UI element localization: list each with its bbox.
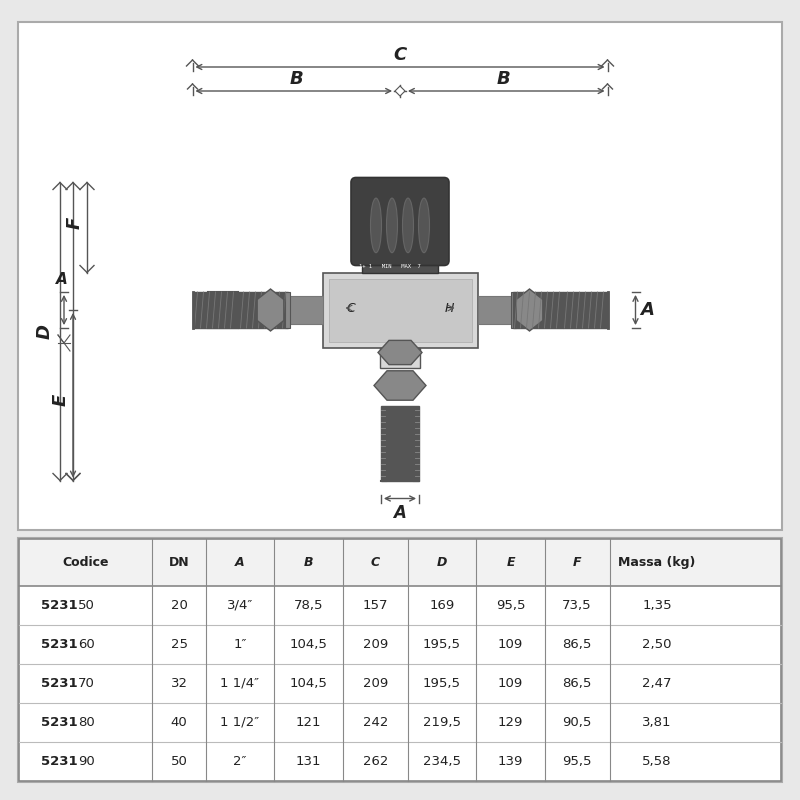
Text: 5231: 5231 [41,677,78,690]
Text: 109: 109 [498,677,523,690]
Text: 25: 25 [170,638,187,651]
Polygon shape [516,289,543,331]
Text: B: B [497,70,510,88]
Text: A: A [641,301,654,319]
Ellipse shape [386,198,398,253]
Text: A: A [394,503,406,522]
Text: 70: 70 [78,677,94,690]
Bar [193,292,238,328]
Text: E: E [506,556,514,569]
Text: 209: 209 [362,677,388,690]
Bar [18,538,782,782]
Text: 80: 80 [78,716,94,729]
Ellipse shape [370,198,382,253]
Text: 90,5: 90,5 [562,716,592,729]
Bar [381,406,419,481]
Text: 129: 129 [498,716,523,729]
Text: A: A [56,273,68,287]
Bar [329,278,471,342]
Polygon shape [374,370,426,400]
Bar [380,347,420,367]
Text: 169: 169 [430,599,454,612]
Text: D: D [437,556,447,569]
Bar [285,296,322,324]
Text: 157: 157 [362,599,388,612]
Bar [19,539,781,586]
Text: 104,5: 104,5 [290,638,327,651]
Text: 20: 20 [170,599,187,612]
Text: 32: 32 [170,677,187,690]
Text: Codice: Codice [62,556,109,569]
Text: 50: 50 [78,599,94,612]
Text: DN: DN [169,556,190,569]
Text: 219,5: 219,5 [423,716,461,729]
Text: C: C [394,46,406,64]
Text: B: B [304,556,314,569]
Text: 60: 60 [78,638,94,651]
Text: 5231: 5231 [41,599,78,612]
Text: 2,50: 2,50 [642,638,672,651]
Text: 209: 209 [362,638,388,651]
Text: Massa (kg): Massa (kg) [618,556,696,569]
Text: C: C [346,302,355,314]
Text: 131: 131 [296,755,322,768]
Polygon shape [388,351,412,363]
Text: 1 1/4″: 1 1/4″ [221,677,259,690]
Text: 5231: 5231 [41,638,78,651]
Bar [478,296,515,324]
Text: 86,5: 86,5 [562,677,592,690]
Text: 40: 40 [170,716,187,729]
Bar [18,22,782,530]
Ellipse shape [418,198,430,253]
Text: F: F [66,216,84,229]
Text: 95,5: 95,5 [562,755,592,768]
Text: 2″: 2″ [234,755,246,768]
Text: 195,5: 195,5 [423,677,461,690]
Text: 78,5: 78,5 [294,599,323,612]
Text: 104,5: 104,5 [290,677,327,690]
Text: 95,5: 95,5 [496,599,526,612]
Text: 195,5: 195,5 [423,638,461,651]
Text: C: C [370,556,380,569]
Text: 109: 109 [498,638,523,651]
Bar [513,292,562,328]
Ellipse shape [402,198,414,253]
Text: 1+ 1   MIN   MAX  7: 1+ 1 MIN MAX 7 [359,264,421,269]
Bar [362,261,438,273]
Text: E: E [52,394,70,406]
Text: 2,47: 2,47 [642,677,672,690]
Text: H: H [445,302,454,314]
Text: 242: 242 [362,716,388,729]
Text: 3/4″: 3/4″ [226,599,253,612]
Polygon shape [395,86,405,96]
Bar [510,292,515,328]
Text: 5231: 5231 [41,755,78,768]
Text: 1″: 1″ [234,638,246,651]
Bar [562,292,607,328]
Polygon shape [378,340,422,365]
Text: 5,58: 5,58 [642,755,672,768]
Polygon shape [257,289,284,331]
Bar [285,292,290,328]
Text: 262: 262 [362,755,388,768]
Text: 139: 139 [498,755,523,768]
Text: 73,5: 73,5 [562,599,592,612]
Text: 86,5: 86,5 [562,638,592,651]
Text: F: F [573,556,582,569]
Text: 90: 90 [78,755,94,768]
Text: 1,35: 1,35 [642,599,672,612]
Text: B: B [290,70,303,88]
Text: 1 1/2″: 1 1/2″ [220,716,260,729]
Bar [322,273,478,347]
Text: 50: 50 [170,755,187,768]
Text: 234,5: 234,5 [423,755,461,768]
Bar [19,539,781,781]
Text: 5231: 5231 [41,716,78,729]
FancyBboxPatch shape [351,178,449,266]
Text: 121: 121 [296,716,322,729]
Text: D: D [36,324,54,339]
Text: 3,81: 3,81 [642,716,672,729]
Bar [238,292,287,328]
Text: A: A [235,556,245,569]
